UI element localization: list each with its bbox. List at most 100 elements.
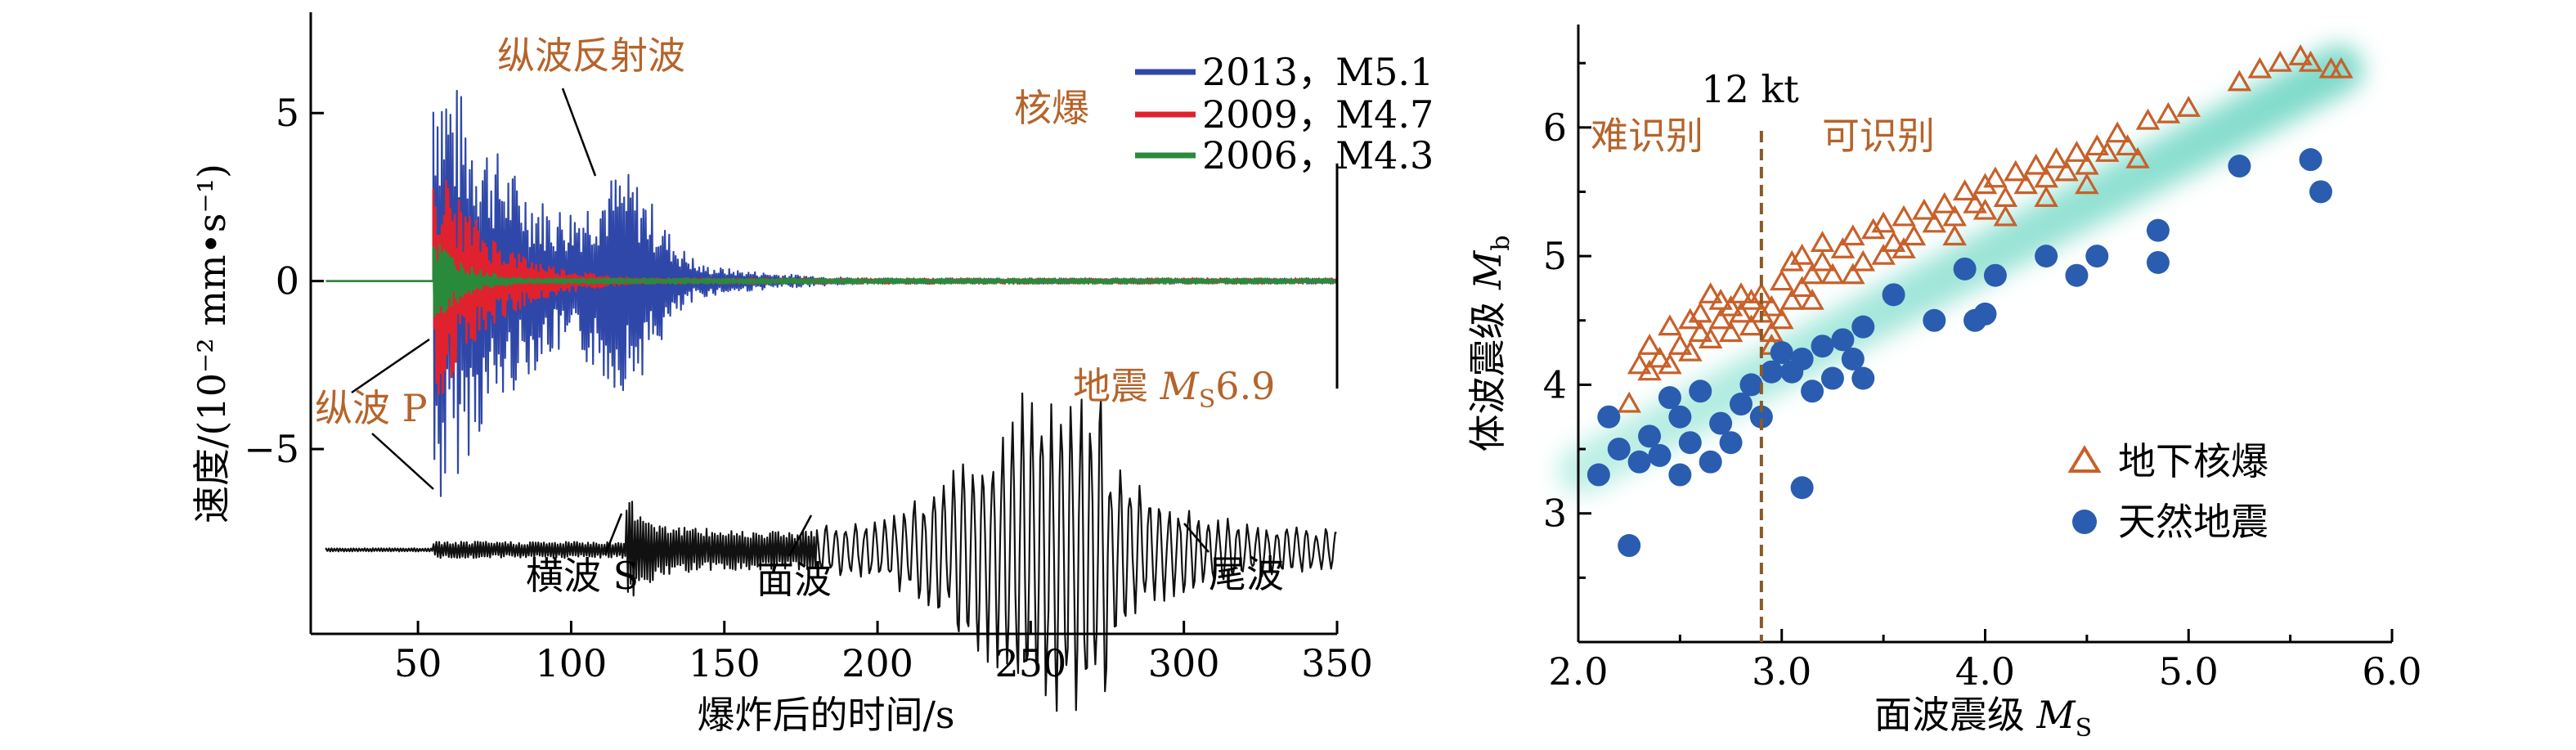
nuclear-explosion-point: [1617, 391, 1641, 413]
natural-earthquake-point: [1923, 308, 1946, 332]
nuclear-explosion-point: [2054, 159, 2079, 182]
annotation-nuclear: 核爆: [1014, 86, 1089, 130]
nuclear-explosion-point: [2013, 173, 2039, 195]
nuclear-explosion-point: [1810, 231, 1835, 252]
natural-earthquake-point: [1638, 424, 1662, 448]
nuclear-explosion-point: [1688, 301, 1713, 323]
threshold-label: 12 kt: [1701, 67, 1799, 111]
nuclear-explosion-point: [2034, 186, 2058, 207]
natural-earthquake-point: [1973, 302, 1997, 326]
nuclear-explosion-point: [1729, 301, 1753, 323]
natural-earthquake-point: [1648, 443, 1672, 467]
natural-earthquake-point: [1709, 411, 1733, 435]
annotation-surface-wave: 面波: [756, 558, 832, 602]
natural-earthquake-point: [1607, 438, 1631, 461]
natural-earthquake-point: [1983, 263, 2007, 287]
legend-label-2009: 2009，M4.7: [1202, 92, 1434, 137]
natural-earthquake-point: [2146, 250, 2170, 274]
waveform-x-tick-label: 100: [536, 641, 608, 685]
natural-earthquake-point: [1597, 405, 1621, 429]
annotation-p-wave: 纵波 P: [315, 386, 428, 430]
nuclear-explosion-point: [1718, 294, 1744, 317]
scatter-x-tick-label: 4.0: [1955, 649, 2015, 694]
natural-earthquake-point: [1790, 476, 1814, 500]
natural-earthquake-point: [1678, 431, 1702, 455]
annotation-coda-pointer: [1183, 523, 1209, 553]
waveform-x-tick-label: 50: [394, 641, 442, 685]
nuclear-explosion-point: [2085, 134, 2110, 156]
nuclear-explosion-point: [2004, 159, 2028, 182]
scatter-points: [1586, 44, 2354, 558]
nuclear-explosion-point: [1739, 314, 1764, 336]
natural-earthquake-point: [2309, 180, 2332, 204]
nuclear-explosion-point: [1881, 231, 1906, 252]
scatter-y-tick-label: 6: [1543, 106, 1567, 150]
nuclear-explosion-point: [1942, 224, 1967, 246]
natural-earthquake-point: [1586, 463, 1610, 487]
nuclear-explosion-point: [1637, 334, 1662, 355]
annotation-reflected-p-pointer: [561, 88, 597, 177]
annotation-s-wave-pointer: [604, 513, 623, 555]
nuclear-explosion-point: [1963, 191, 1987, 213]
nuclear-explosion-point: [1647, 346, 1672, 368]
scatter-y-tick-label: 4: [1543, 362, 1567, 406]
waveform-x-tick-label: 250: [994, 641, 1066, 685]
nuclear-explosion-point: [1851, 249, 1876, 272]
legend-marker-nuclear: [2067, 445, 2102, 473]
scatter-x-tick-label: 3.0: [1752, 649, 1811, 694]
identifiable-label: 可识别: [1822, 114, 1935, 158]
natural-earthquake-point: [2085, 245, 2109, 268]
nuclear-explosion-point: [1779, 249, 1804, 272]
scatter-legend: 地下核爆 天然地震: [2067, 439, 2269, 544]
nuclear-explosion-point: [1993, 204, 2018, 227]
natural-earthquake-point: [2299, 148, 2322, 172]
nuclear-explosion-point: [1901, 224, 1927, 246]
nuclear-explosion-point: [1769, 308, 1794, 330]
natural-earthquake-point: [1739, 373, 1763, 397]
nuclear-explosion-point: [2023, 153, 2049, 175]
nuclear-explosion-point: [2268, 50, 2292, 72]
waveform-x-tick-label: 350: [1301, 641, 1373, 685]
nuclear-explosion-point: [2075, 173, 2099, 195]
nuclear-explosion-point: [1841, 224, 1865, 246]
nuclear-explosion-point: [1983, 166, 2008, 188]
nuclear-explosion-point: [1972, 198, 1998, 220]
natural-earthquake-point: [1953, 257, 1977, 281]
annotation-coda: 尾波: [1209, 552, 1284, 596]
scatter-x-tick-label: 2.0: [1548, 649, 1608, 694]
earthquake-trace: [325, 392, 1337, 712]
nuclear-explosion-point: [2135, 108, 2161, 130]
nuclear-explosion-point: [1860, 218, 1886, 240]
nuclear-explosion-point: [1800, 263, 1824, 285]
natural-earthquake-point: [1627, 450, 1651, 474]
scatter-x-tick-label: 6.0: [2362, 649, 2421, 694]
nuclear-explosion-point: [1952, 179, 1977, 201]
annotation-s-wave: 横波 S: [526, 554, 639, 598]
natural-earthquake-point: [1618, 534, 1641, 558]
legend-label-2006: 2006，M4.3: [1202, 133, 1434, 177]
natural-earthquake-point: [1699, 450, 1722, 474]
nuclear-explosion-point: [1698, 282, 1723, 303]
annotation-p-wave-pointer-upper: [351, 338, 430, 394]
natural-earthquake-point: [1730, 393, 1752, 416]
nuclear-explosion-point: [2247, 56, 2273, 79]
annotation-p-wave-pointer-lower: [371, 433, 434, 490]
nuclear-explosion-point: [2156, 101, 2181, 124]
natural-earthquake-point: [1760, 360, 1784, 384]
annotation-surface-wave-pointer: [788, 514, 813, 557]
scatter-y-tick-label: 3: [1543, 492, 1567, 536]
waveform-x-axis-label: 爆炸后的时间/s: [697, 693, 954, 737]
waveform-x-tick-label: 200: [841, 641, 913, 685]
natural-earthquake-point: [1820, 366, 1844, 390]
natural-earthquake-point: [2065, 263, 2089, 287]
waveform-legend: 2013，M5.1 2009，M4.7 2006，M4.3: [1135, 50, 1434, 177]
nuclear-explosion-point: [2176, 96, 2201, 117]
hard-to-identify-label: 难识别: [1591, 114, 1703, 158]
waveform-y-axis-label: 速度/(10⁻² mm•s⁻¹): [190, 164, 234, 523]
annotation-earthquake: 地震 MS6.9: [1073, 364, 1275, 414]
waveform-axes: [309, 12, 1339, 635]
natural-earthquake-point: [1790, 347, 1814, 371]
nuclear-explosion-point: [1779, 288, 1804, 310]
